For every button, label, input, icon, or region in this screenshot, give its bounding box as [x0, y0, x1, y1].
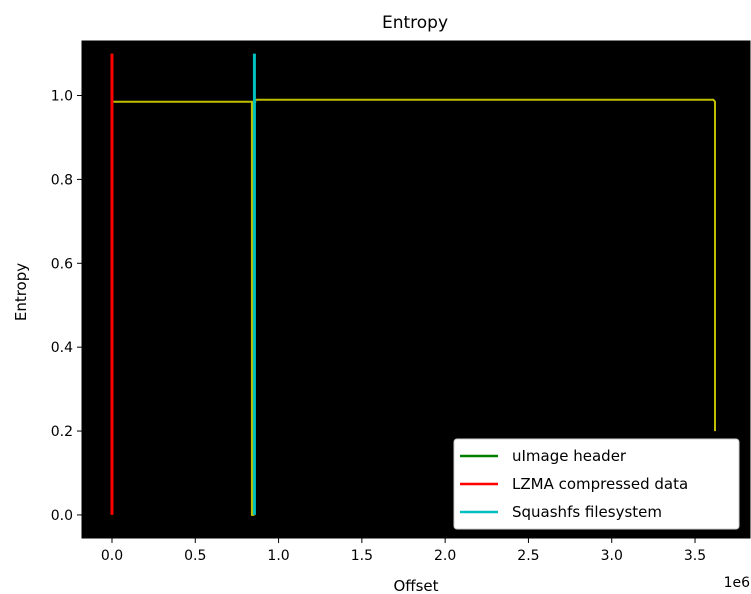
x-tick-label: 0.0 — [101, 548, 123, 564]
y-tick-label: 0.4 — [51, 340, 73, 356]
y-tick-label: 0.8 — [51, 172, 73, 188]
x-axis-offset-text: 1e6 — [724, 575, 751, 591]
y-tick-label: 0.0 — [51, 508, 73, 524]
legend-label-uimage-header: uImage header — [512, 447, 627, 465]
legend-label-lzma-compressed-data: LZMA compressed data — [512, 475, 688, 493]
plot-frame — [81, 40, 751, 539]
x-tick-label: 2.5 — [517, 548, 539, 564]
legend-entry-uimage-header: uImage header — [460, 447, 627, 465]
legend-frame — [453, 438, 740, 530]
y-tick-label: 0.2 — [51, 424, 73, 440]
y-axis-label: Entropy — [12, 263, 30, 321]
legend-entry-squashfs-filesystem: Squashfs filesystem — [460, 503, 662, 521]
legend: uImage header LZMA compressed data Squas… — [453, 438, 740, 530]
y-tick-label: 1.0 — [51, 89, 73, 105]
x-axis: 0.0 0.5 1.0 1.5 2.0 2.5 3.0 3.5 — [101, 538, 706, 564]
chart-title: Entropy — [382, 13, 448, 33]
x-tick-label: 1.5 — [351, 548, 373, 564]
signature-markers — [110, 53, 256, 515]
x-tick-label: 0.5 — [184, 548, 206, 564]
y-tick-label: 0.6 — [51, 256, 73, 272]
x-axis-label: Offset — [393, 577, 438, 594]
y-axis: 0.0 0.2 0.4 0.6 0.8 1.0 — [51, 89, 82, 524]
legend-entry-lzma-compressed-data: LZMA compressed data — [460, 475, 688, 493]
legend-label-squashfs-filesystem: Squashfs filesystem — [512, 503, 662, 521]
x-tick-label: 3.5 — [684, 548, 706, 564]
x-tick-label: 2.0 — [434, 548, 456, 564]
x-tick-label: 1.0 — [267, 548, 289, 564]
x-tick-label: 3.0 — [601, 548, 623, 564]
